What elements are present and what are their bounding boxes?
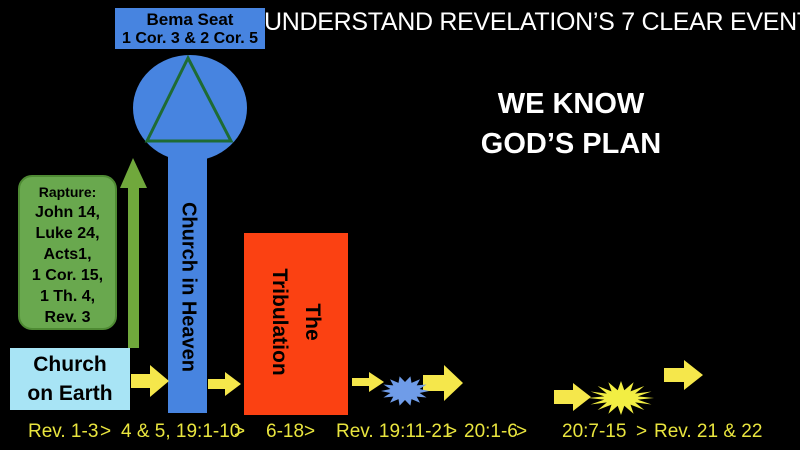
church-on-earth-line1: Church (33, 353, 107, 376)
heaven-circle (133, 55, 247, 161)
timeline-segment: 20:1-6 (464, 421, 518, 442)
church-in-heaven-label: Church in Heaven (177, 201, 200, 373)
bema-seat-reference: 1 Cor. 3 & 2 Cor. 5 (121, 30, 259, 47)
timeline-separator: > (636, 421, 648, 442)
tribulation-line1: The (301, 303, 324, 341)
rapture-ref: Acts1, (43, 246, 92, 263)
rapture-ref: Rev. 3 (44, 309, 91, 326)
church-on-earth-line2: on Earth (27, 382, 113, 405)
rapture-ref: 1 Th. 4, (39, 288, 96, 305)
church-on-earth-box: Church on Earth (10, 348, 130, 410)
arrow-up-icon (120, 158, 147, 348)
rapture-heading: Rapture: (38, 184, 97, 200)
arrow-right-icon (352, 372, 384, 392)
timeline-separator: > (446, 421, 458, 442)
arrow-right-icon (208, 372, 241, 396)
starburst-yellow-icon (588, 381, 654, 415)
timeline-segment: 20:7-15 (562, 421, 627, 442)
arrow-right-icon (554, 383, 591, 411)
subtitle-line1: WE KNOW (497, 88, 645, 120)
timeline-separator: > (516, 421, 528, 442)
bema-seat-title: Bema Seat (146, 10, 234, 29)
tribulation-label: The Tribulation (263, 222, 329, 422)
subtitle: WE KNOW GOD’S PLAN (438, 84, 704, 164)
bema-seat-box: Bema Seat 1 Cor. 3 & 2 Cor. 5 (115, 8, 265, 49)
timeline-separator: > (100, 421, 112, 442)
starburst-blue-icon (381, 376, 429, 406)
arrow-right-icon (131, 365, 169, 397)
slide-title: UNDERSTAND REVELATION’S 7 CLEAR EVENTS (264, 8, 800, 36)
timeline-segment: 4 & 5, 19:1-10 (121, 421, 241, 442)
timeline-segment: Rev. 21 & 22 (654, 421, 763, 442)
timeline-segment: Rev. 1-3 (28, 421, 99, 442)
timeline-segment: Rev. 19:11-21 (336, 421, 453, 442)
arrow-right-icon (664, 360, 703, 390)
timeline-segment: 6-18 (266, 421, 305, 442)
rapture-ref: Luke 24, (35, 225, 100, 242)
tribulation-line2: Tribulation (268, 268, 291, 376)
tribulation-box (244, 233, 348, 415)
rapture-ref: John 14, (35, 204, 100, 221)
subtitle-line2: GOD’S PLAN (480, 128, 662, 160)
rapture-ref: 1 Cor. 15, (31, 267, 104, 284)
rapture-box: Rapture: John 14, Luke 24, Acts1, 1 Cor.… (18, 175, 117, 330)
church-in-heaven-bar (168, 148, 207, 413)
timeline-separator: > (234, 421, 246, 442)
timeline-separator: > (304, 421, 316, 442)
arrow-right-icon (423, 365, 463, 401)
